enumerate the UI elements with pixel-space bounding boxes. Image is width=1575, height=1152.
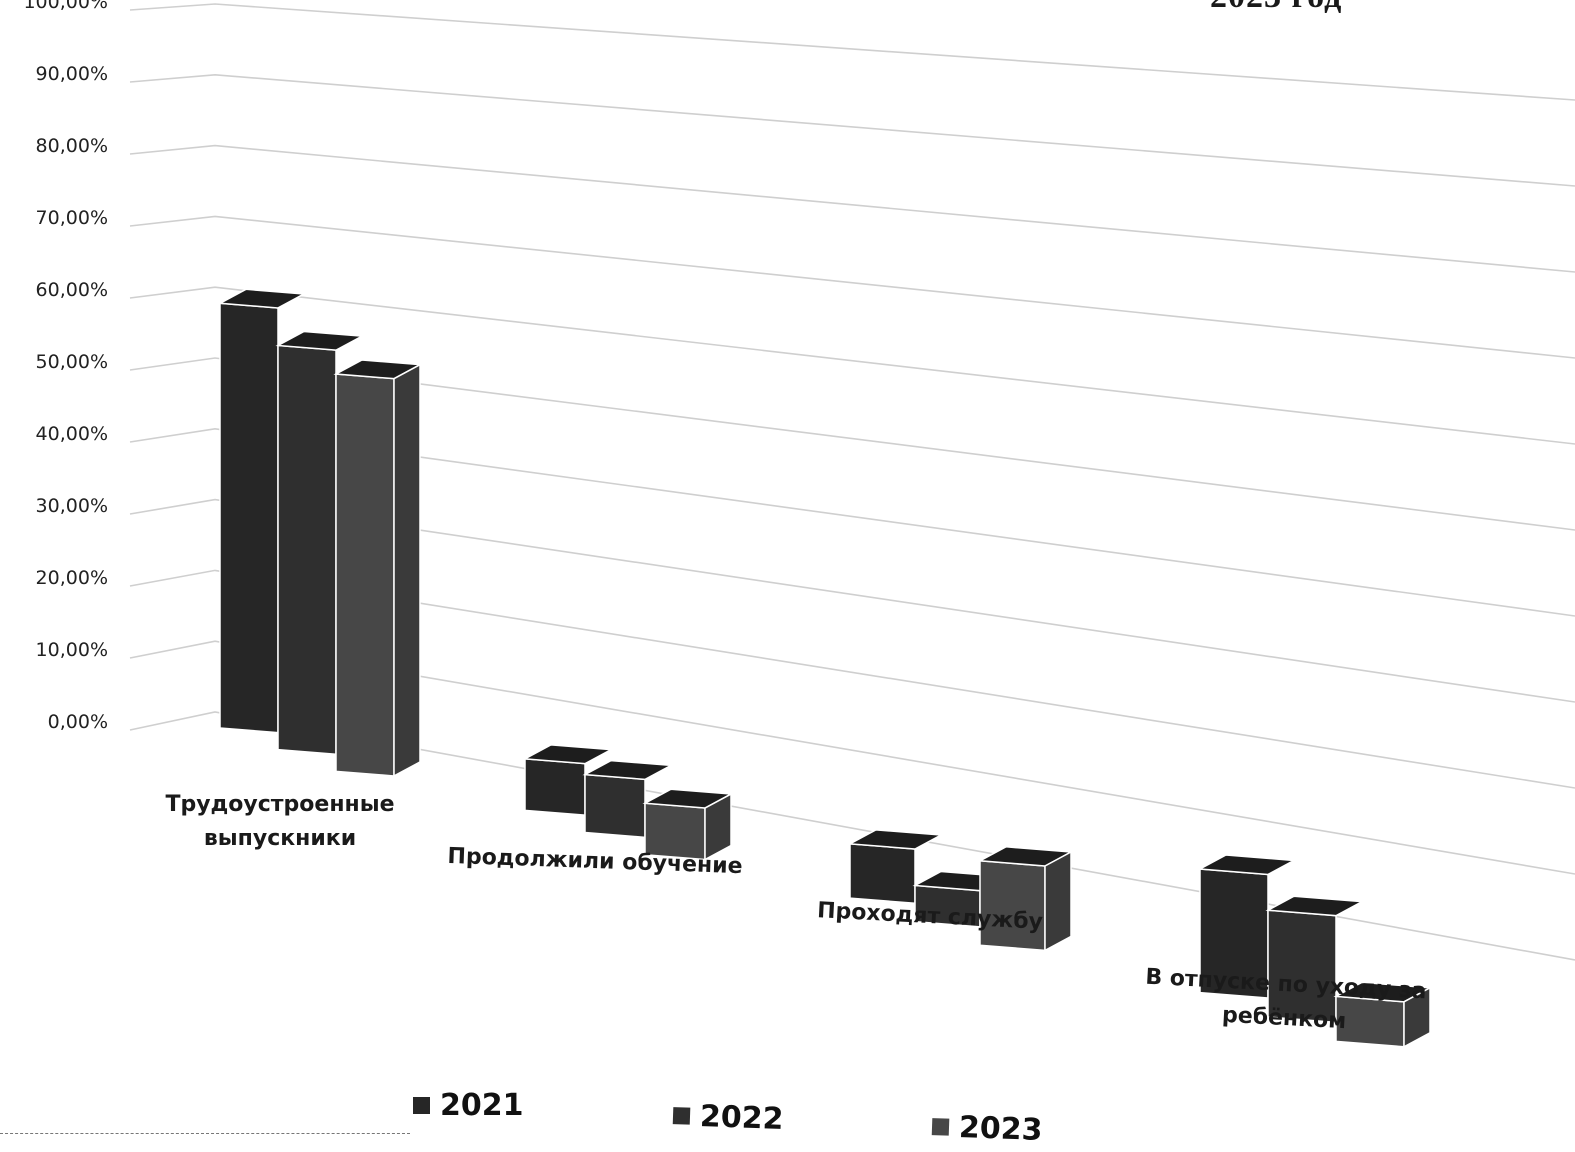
gridline (129, 640, 1575, 875)
bar-side-face (1403, 986, 1431, 1049)
y-tick-label: 60,00% (36, 279, 108, 301)
gridline (129, 498, 1575, 703)
bar (1197, 854, 1297, 999)
bar (847, 829, 944, 905)
gridline (129, 711, 1575, 961)
bar-front-face (524, 758, 586, 816)
bar-front-face (849, 843, 916, 905)
bar-top-face (275, 330, 365, 351)
bar-front-face (277, 344, 337, 756)
bar-top-face (847, 829, 944, 850)
gridline (129, 215, 1575, 359)
y-tick-label: 20,00% (36, 567, 108, 589)
legend-swatch (672, 1107, 691, 1125)
gridline (129, 73, 1575, 187)
gridline (129, 3, 1575, 101)
y-tick-label: 0,00% (48, 711, 108, 733)
y-tick-label: 80,00% (36, 135, 108, 157)
gridline (129, 144, 1575, 273)
bar (333, 359, 423, 778)
legend-label: 2023 (958, 1110, 1044, 1148)
y-tick-label: 100,00% (23, 0, 108, 13)
bar-top-face (522, 744, 614, 765)
legend-item-2022: 2022 (672, 1098, 784, 1137)
chart-title-fragment: 2023 год (1210, 0, 1342, 16)
y-tick-label: 50,00% (36, 351, 108, 373)
bar (977, 846, 1074, 952)
bar (1333, 981, 1433, 1049)
bar-front-face (584, 773, 646, 839)
legend-label: 2022 (699, 1099, 785, 1137)
bar (1265, 895, 1365, 1024)
bar-front-face (335, 373, 395, 777)
bar-top-face (217, 288, 307, 309)
bar-top-face (582, 759, 674, 781)
bar (642, 788, 734, 861)
bar-side-face (704, 792, 732, 861)
y-axis-ticks: 0,00% 10,00% 20,00% 30,00% 40,00% 50,00% 60,00… (23, 0, 108, 733)
bar-top-face (1197, 854, 1297, 876)
bar (582, 759, 674, 839)
legend-item-2021: 2021 (413, 1088, 524, 1123)
y-tick-label: 40,00% (36, 423, 108, 445)
legend-label: 2021 (440, 1088, 524, 1123)
bar-top-face (1265, 895, 1365, 917)
page-edge-line (0, 1133, 410, 1134)
y-tick-label: 90,00% (36, 63, 108, 85)
bar (522, 744, 614, 816)
y-tick-label: 30,00% (36, 495, 108, 517)
gridline (129, 427, 1575, 617)
bar (275, 330, 365, 756)
legend-swatch (413, 1097, 430, 1114)
gridlines (129, 3, 1575, 961)
gridline (129, 569, 1575, 789)
bar-front-face (219, 302, 279, 734)
gridline (129, 286, 1575, 445)
y-tick-label: 70,00% (36, 207, 108, 229)
legend-item-2023: 2023 (931, 1109, 1043, 1148)
category-label: Трудоустроенные выпускники (165, 792, 395, 851)
y-tick-label: 10,00% (36, 639, 108, 661)
bars (217, 288, 1433, 1049)
bar-side-face (1044, 850, 1072, 952)
bar-side-face (393, 363, 421, 778)
legend-swatch (931, 1118, 950, 1136)
gridline (129, 357, 1575, 531)
